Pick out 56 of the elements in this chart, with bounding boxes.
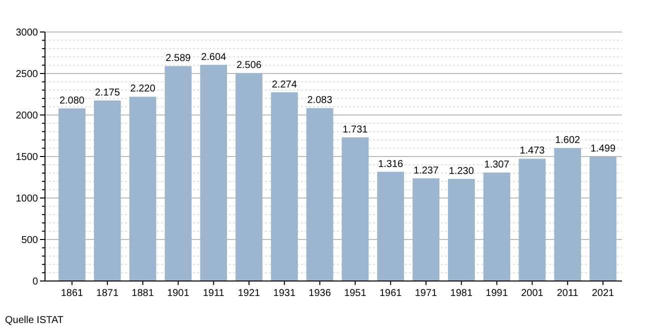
data-label: 2.080 [59,95,85,106]
x-tick-label: 1861 [60,288,84,299]
x-tick-label: 1971 [414,288,438,299]
bar [377,172,404,281]
bar [342,137,369,281]
x-tick-label: 1871 [96,288,119,299]
x-tick-label: 1901 [167,288,190,299]
bar [590,156,616,281]
data-label: 1.731 [342,124,368,136]
x-tick-label: 1961 [379,288,402,299]
data-label: 1.602 [555,135,581,146]
source-note: Quelle ISTAT [5,315,64,326]
y-tick-label: 1500 [16,152,38,163]
data-label: 1.473 [520,146,546,157]
bar [164,66,192,281]
bar [554,148,582,281]
bar [129,96,156,281]
bar [483,172,510,281]
y-tick-label: 1000 [16,194,38,204]
y-tick-label: 0 [32,276,38,288]
bar [448,178,475,281]
data-label: 2.083 [307,95,333,106]
bar [270,92,298,281]
x-tick-label: 1991 [486,288,508,299]
x-tick-label: 1931 [273,288,296,299]
y-tick-label: 2500 [16,69,38,80]
x-tick-label: 2021 [592,288,615,299]
bar [236,73,262,281]
x-tick-label: 1981 [450,288,473,299]
x-tick-label: 1911 [202,288,225,299]
bar [306,108,334,281]
x-tick-label: 2011 [556,288,579,299]
y-tick-label: 2000 [16,110,38,122]
bar [58,108,86,281]
data-label: 2.274 [272,79,298,90]
x-tick-label: 1936 [308,288,332,299]
data-label: 1.499 [590,144,616,155]
x-tick-label: 2001 [521,288,544,299]
data-label: 1.307 [484,160,510,171]
x-tick-label: 1951 [344,288,367,299]
y-tick-label: 3000 [16,28,38,38]
x-tick-label: 1881 [132,288,154,299]
bar [412,178,440,281]
data-label: 1.230 [448,166,474,177]
bar [94,100,121,281]
data-label: 2.604 [201,52,227,63]
y-tick-label: 500 [21,235,38,246]
data-label: 1.316 [378,158,404,170]
data-label: 2.175 [94,87,120,98]
x-tick-label: 1921 [238,288,261,299]
data-label: 2.220 [130,84,156,95]
bar [200,64,228,281]
data-label: 2.506 [236,60,262,71]
data-label: 2.589 [166,53,192,64]
data-label: 1.237 [413,165,439,176]
bar [518,158,546,281]
